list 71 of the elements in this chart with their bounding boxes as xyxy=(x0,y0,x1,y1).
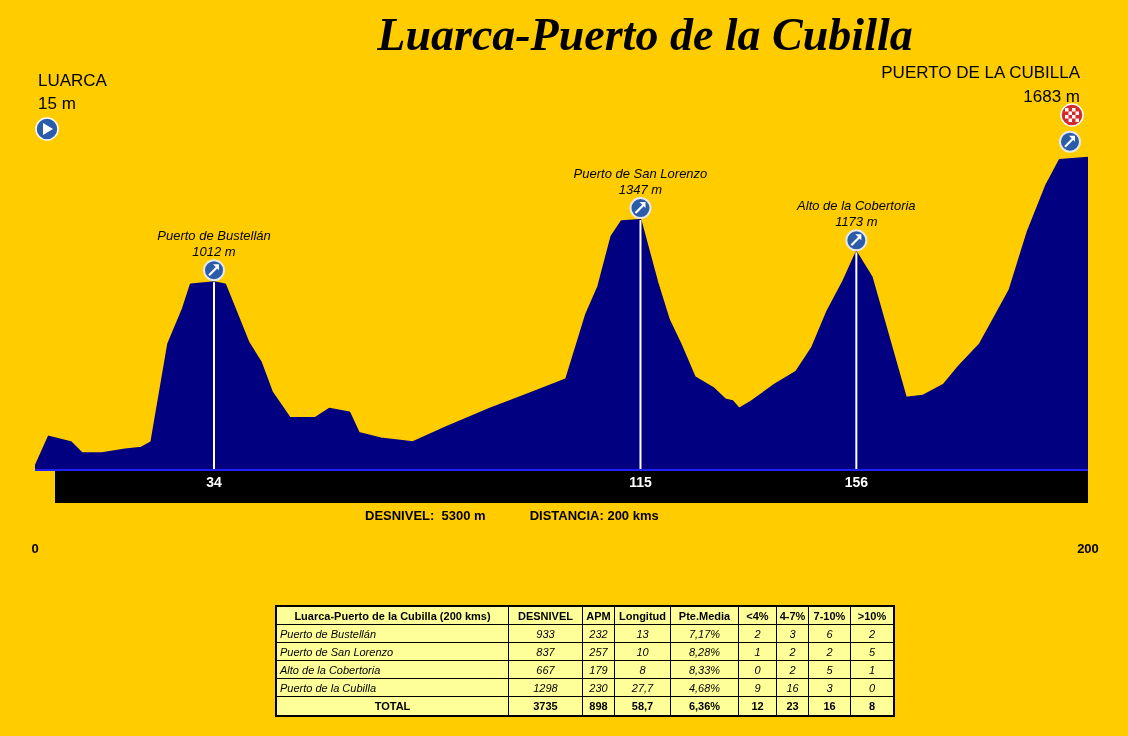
text: 2 xyxy=(789,645,796,658)
text: 898 xyxy=(589,700,608,712)
category-label: <4% xyxy=(739,607,777,625)
text: 837 xyxy=(536,645,555,658)
x-tick-label: 200 xyxy=(1077,541,1099,556)
text: PUERTO DE LA CUBILLA xyxy=(881,63,1081,82)
text: 58,7 xyxy=(631,700,654,712)
text: 8 xyxy=(868,700,876,712)
text: 1 xyxy=(868,663,876,676)
text: 10 xyxy=(636,645,649,658)
text: 2 xyxy=(789,663,796,676)
text: 3735 xyxy=(533,700,558,712)
text: 8 xyxy=(639,663,646,676)
text: 15 m xyxy=(38,94,76,113)
ref-line-label: 34 xyxy=(206,474,223,490)
data-label: 1347 m xyxy=(618,182,663,198)
category-label: Pte.Media xyxy=(671,607,739,625)
category-label: 4-7% xyxy=(777,607,809,625)
ref-line-label: 156 xyxy=(844,474,869,490)
text: 8,33% xyxy=(688,663,721,676)
text: 8,28% xyxy=(688,645,721,658)
text: 27,7 xyxy=(631,681,654,694)
text: 1298 xyxy=(533,681,558,694)
category-label: DESNIVEL xyxy=(509,607,583,625)
category-label: Puerto de San Lorenzo xyxy=(280,645,394,658)
text: 1683 m xyxy=(1023,87,1080,106)
text: 0 xyxy=(754,663,761,676)
category-label: TOTAL xyxy=(374,700,411,712)
annotation: Puerto de Bustellán xyxy=(157,228,271,244)
text: 5 xyxy=(868,645,876,658)
text: 667 xyxy=(536,663,555,676)
text: 7,17% xyxy=(688,627,721,640)
text: DESNIVEL: 5300 m xyxy=(365,508,486,523)
text: 3 xyxy=(789,627,796,640)
text: 23 xyxy=(786,700,799,712)
text: 6 xyxy=(826,627,833,640)
text: 3 xyxy=(826,681,833,694)
category-label: Puerto de Bustellán xyxy=(280,627,377,640)
category-label: Longitud xyxy=(615,607,671,625)
text: 232 xyxy=(589,627,608,640)
category-label: >10% xyxy=(851,607,893,625)
text: DISTANCIA: 200 kms xyxy=(529,508,659,523)
text: 9 xyxy=(754,681,761,694)
text: 6,36% xyxy=(688,700,721,712)
text: 16 xyxy=(786,681,799,694)
data-label: 1012 m xyxy=(192,244,236,260)
text: 16 xyxy=(823,700,836,712)
text: 1 xyxy=(754,645,761,658)
text: LUARCA xyxy=(38,71,108,90)
category-label: APM xyxy=(583,607,615,625)
text: 5 xyxy=(826,663,833,676)
text: 257 xyxy=(589,645,608,658)
category-label: Puerto de la Cubilla xyxy=(280,681,377,694)
text: 0 xyxy=(868,681,876,694)
category-label: Alto de la Cobertoria xyxy=(280,663,381,676)
ref-line-label: 115 xyxy=(629,474,652,490)
text: 2 xyxy=(868,627,876,640)
text: 179 xyxy=(589,663,608,676)
text: 12 xyxy=(751,700,764,712)
chart-title: Luarca-Puerto de la Cubilla xyxy=(376,8,914,62)
text: 230 xyxy=(589,681,608,694)
category-label: 7-10% xyxy=(809,607,851,625)
annotation: Alto de la Cobertoria xyxy=(796,198,916,214)
data-label: 1173 m xyxy=(835,214,878,230)
text: 4,68% xyxy=(688,681,721,694)
text: 2 xyxy=(826,645,833,658)
annotation: Puerto de San Lorenzo xyxy=(573,166,708,182)
text: 2 xyxy=(754,627,761,640)
text: 13 xyxy=(636,627,649,640)
text: Luarca-Puerto de la Cubilla (200 kms) xyxy=(277,607,509,625)
text: 933 xyxy=(536,627,555,640)
